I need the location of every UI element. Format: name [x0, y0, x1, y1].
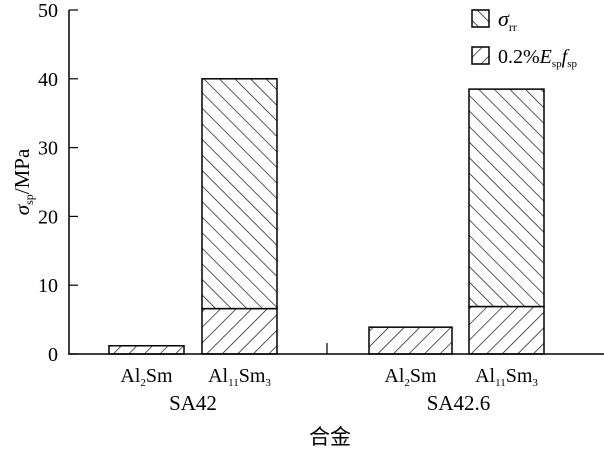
- legend-label-sigma: σrr: [498, 6, 517, 34]
- svg-text:σsp/MPa: σsp/MPa: [10, 148, 36, 215]
- legend-swatch-sigma: [471, 9, 490, 28]
- y-tick-label: 10: [38, 275, 58, 297]
- bar-segment-elastic: [368, 326, 453, 355]
- x-axis-label: 合金: [309, 425, 351, 449]
- bar-segment-sigma: [201, 78, 278, 310]
- legend-swatch-elastic: [471, 46, 490, 65]
- y-tick-label: 30: [38, 138, 58, 160]
- axes: [68, 10, 604, 355]
- legend-label-elastic: 0.2%Espfsp: [498, 46, 578, 70]
- y-tick-label: 20: [38, 206, 58, 228]
- y-ticks: 0 10 20 30 40 50: [38, 0, 78, 366]
- y-tick-label: 50: [38, 0, 58, 22]
- legend: σrr 0.2%Espfsp: [471, 6, 578, 70]
- x-group-label: SA42.6: [427, 391, 491, 415]
- bar-segment-elastic: [108, 344, 185, 355]
- bar-segment-sigma: [468, 88, 545, 308]
- bar-segment-elastic: [201, 307, 278, 355]
- bars: [108, 78, 545, 355]
- x-category-label: Al11Sm3: [208, 365, 271, 389]
- x-category-label: Al2Sm: [384, 365, 437, 389]
- x-category-label: Al11Sm3: [475, 365, 538, 389]
- x-group-label: SA42: [169, 391, 217, 415]
- y-axis-label: σsp/MPa: [10, 148, 36, 215]
- bar-segment-elastic: [468, 305, 545, 355]
- y-tick-label: 40: [38, 69, 58, 91]
- x-category-label: Al2Sm: [120, 365, 173, 389]
- y-tick-label: 0: [48, 344, 58, 366]
